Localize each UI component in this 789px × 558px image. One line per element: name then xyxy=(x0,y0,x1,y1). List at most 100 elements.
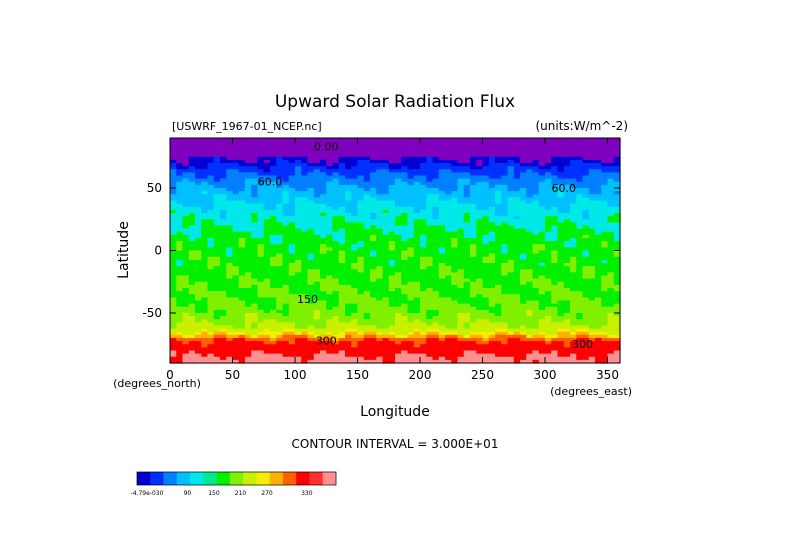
heatmap-cell xyxy=(376,347,384,352)
heatmap-cell xyxy=(495,191,502,195)
heatmap-cell xyxy=(557,306,565,311)
heatmap-cell xyxy=(545,259,552,264)
heatmap-cell xyxy=(557,266,565,270)
heatmap-cell xyxy=(470,184,477,189)
heatmap-cell xyxy=(576,147,584,152)
heatmap-cell xyxy=(538,144,546,148)
heatmap-cell xyxy=(507,150,515,155)
heatmap-cell xyxy=(282,281,290,286)
heatmap-cell xyxy=(445,306,452,311)
heatmap-cell xyxy=(495,263,502,267)
heatmap-cell xyxy=(401,234,409,239)
heatmap-cell xyxy=(607,200,615,205)
heatmap-cell xyxy=(595,153,602,158)
heatmap-cell xyxy=(395,163,402,167)
heatmap-cell xyxy=(520,303,527,308)
heatmap-cell xyxy=(232,194,240,198)
heatmap-cell xyxy=(213,166,221,170)
heatmap-cell xyxy=(370,222,377,227)
heatmap-cell xyxy=(220,138,227,142)
heatmap-cell xyxy=(582,325,590,330)
heatmap-cell xyxy=(276,306,284,311)
heatmap-cell xyxy=(426,334,434,339)
heatmap-cell xyxy=(413,338,421,342)
heatmap-cell xyxy=(563,175,571,180)
heatmap-cell xyxy=(476,328,484,333)
heatmap-cell xyxy=(445,269,452,273)
heatmap-cell xyxy=(588,256,596,261)
heatmap-cell xyxy=(551,313,559,317)
heatmap-cell xyxy=(438,156,446,161)
heatmap-cell xyxy=(307,325,315,330)
heatmap-cell xyxy=(182,188,190,192)
heatmap-cell xyxy=(338,300,346,305)
heatmap-cell xyxy=(407,325,415,330)
heatmap-cell xyxy=(576,222,584,227)
heatmap-cell xyxy=(326,166,334,170)
heatmap-cell xyxy=(520,328,527,333)
heatmap-cell xyxy=(332,150,340,155)
heatmap-cell xyxy=(263,184,271,189)
heatmap-cell xyxy=(570,213,577,217)
heatmap-cell xyxy=(332,325,340,330)
heatmap-cell xyxy=(201,253,209,258)
heatmap-cell xyxy=(557,347,565,352)
heatmap-cell xyxy=(270,284,277,289)
heatmap-cell xyxy=(301,266,309,270)
heatmap-cell xyxy=(457,275,465,280)
heatmap-cell xyxy=(526,141,534,145)
heatmap-cell xyxy=(582,306,590,311)
heatmap-cell xyxy=(570,338,577,342)
heatmap-cell xyxy=(326,194,334,198)
heatmap-cell xyxy=(270,309,277,314)
heatmap-cell xyxy=(270,288,277,292)
heatmap-cell xyxy=(220,194,227,198)
heatmap-cell xyxy=(476,316,484,320)
heatmap-cell xyxy=(470,222,477,227)
heatmap-cell xyxy=(470,166,477,170)
heatmap-cell xyxy=(557,300,565,305)
heatmap-cell xyxy=(338,250,346,255)
heatmap-cell xyxy=(313,250,321,255)
heatmap-cell xyxy=(545,334,552,339)
heatmap-cell xyxy=(376,300,384,305)
heatmap-cell xyxy=(395,197,402,202)
heatmap-cell xyxy=(532,288,540,292)
heatmap-cell xyxy=(451,219,459,223)
heatmap-cell xyxy=(570,163,577,167)
heatmap-cell xyxy=(363,253,371,258)
heatmap-cell xyxy=(257,325,265,330)
heatmap-cell xyxy=(257,256,265,261)
heatmap-cell xyxy=(182,197,190,202)
heatmap-cell xyxy=(420,291,427,295)
heatmap-cell xyxy=(488,200,496,205)
heatmap-cell xyxy=(338,278,346,283)
heatmap-cell xyxy=(213,300,221,305)
heatmap-cell xyxy=(551,188,559,192)
heatmap-cell xyxy=(520,144,527,148)
heatmap-cell xyxy=(482,338,490,342)
heatmap-cell xyxy=(607,244,615,248)
heatmap-cell xyxy=(282,178,290,183)
heatmap-cell xyxy=(395,138,402,142)
heatmap-cell xyxy=(295,219,302,223)
heatmap-cell xyxy=(613,247,621,252)
heatmap-cell xyxy=(382,269,390,273)
heatmap-cell xyxy=(270,275,277,280)
heatmap-cell xyxy=(532,284,540,289)
heatmap-cell xyxy=(570,288,577,292)
heatmap-cell xyxy=(438,319,446,323)
heatmap-cell xyxy=(313,238,321,242)
heatmap-cell xyxy=(376,269,384,273)
heatmap-cell xyxy=(226,256,234,261)
heatmap-cell xyxy=(382,175,390,180)
heatmap-cell xyxy=(488,250,496,255)
heatmap-cell xyxy=(320,172,327,177)
heatmap-cell xyxy=(582,153,590,158)
heatmap-cell xyxy=(563,269,571,273)
heatmap-cell xyxy=(538,294,546,298)
heatmap-cell xyxy=(213,247,221,252)
heatmap-cell xyxy=(276,231,284,236)
heatmap-cell xyxy=(426,166,434,170)
heatmap-cell xyxy=(226,306,234,311)
